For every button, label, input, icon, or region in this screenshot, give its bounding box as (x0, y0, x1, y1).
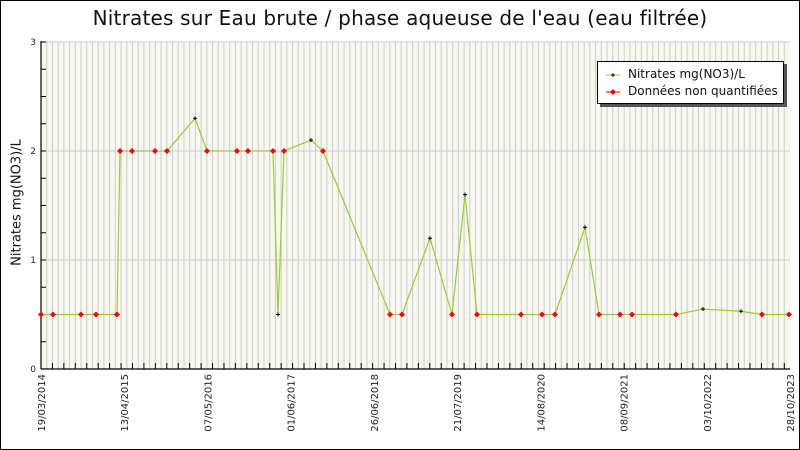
non-quantified-marker (518, 311, 524, 318)
x-tick-label: 26/06/2018 (370, 374, 381, 432)
y-tick-label: 0 (30, 365, 36, 375)
non-quantified-marker (387, 311, 393, 318)
x-tick-label: 03/10/2022 (703, 374, 714, 432)
non-quantified-marker (539, 311, 545, 318)
non-quantified-marker (596, 311, 602, 318)
x-tick-label: 19/03/2014 (37, 374, 48, 432)
non-quantified-marker (93, 311, 99, 318)
non-quantified-marker (281, 148, 287, 154)
x-tick-label: 07/05/2016 (203, 374, 214, 432)
non-quantified-marker (320, 148, 326, 154)
non-quantified-marker (50, 311, 56, 318)
y-tick-label: 3 (30, 38, 36, 48)
non-quantified-marker (117, 148, 123, 154)
non-quantified-marker (399, 311, 405, 318)
non-quantified-marker (629, 311, 635, 318)
x-tick-label: 08/09/2021 (620, 374, 631, 432)
non-quantified-marker (673, 311, 679, 318)
non-quantified-marker (449, 311, 455, 318)
y-tick-label: 2 (30, 147, 36, 157)
legend-label: Données non quantifiées (628, 84, 778, 98)
legend: Nitrates mg(NO3)/L Données non quantifié… (597, 61, 784, 104)
legend-item-non-quantified: Données non quantifiées (606, 84, 778, 98)
chart-title: Nitrates sur Eau brute / phase aqueuse d… (92, 6, 708, 30)
non-quantified-marker (552, 311, 558, 318)
x-tick-label: 01/06/2017 (287, 374, 298, 432)
non-quantified-marker (759, 311, 765, 318)
non-quantified-marker (164, 148, 170, 154)
non-quantified-marker (270, 148, 276, 154)
non-quantified-marker (78, 311, 84, 318)
non-quantified-marker (204, 148, 210, 154)
non-quantified-marker (152, 148, 158, 154)
x-tick-label: 28/10/2023 (786, 374, 797, 432)
non-quantified-marker (474, 311, 480, 318)
non-quantified-marker (129, 148, 135, 154)
non-quantified-marker (234, 148, 240, 154)
legend-label: Nitrates mg(NO3)/L (628, 67, 745, 81)
y-tick-label: 1 (30, 256, 36, 266)
non-quantified-marker (617, 311, 623, 318)
x-tick-label: 14/08/2020 (536, 374, 547, 432)
x-tick-label: 21/07/2019 (453, 374, 464, 432)
legend-item-nitrates: Nitrates mg(NO3)/L (606, 67, 745, 81)
non-quantified-marker (786, 311, 792, 318)
black-plus-marker-icon (606, 69, 620, 79)
non-quantified-marker (114, 311, 120, 318)
non-quantified-marker (245, 148, 251, 154)
x-tick-label: 13/04/2015 (120, 374, 131, 432)
red-diamond-marker-icon (606, 86, 620, 96)
non-quantified-marker (38, 311, 44, 318)
